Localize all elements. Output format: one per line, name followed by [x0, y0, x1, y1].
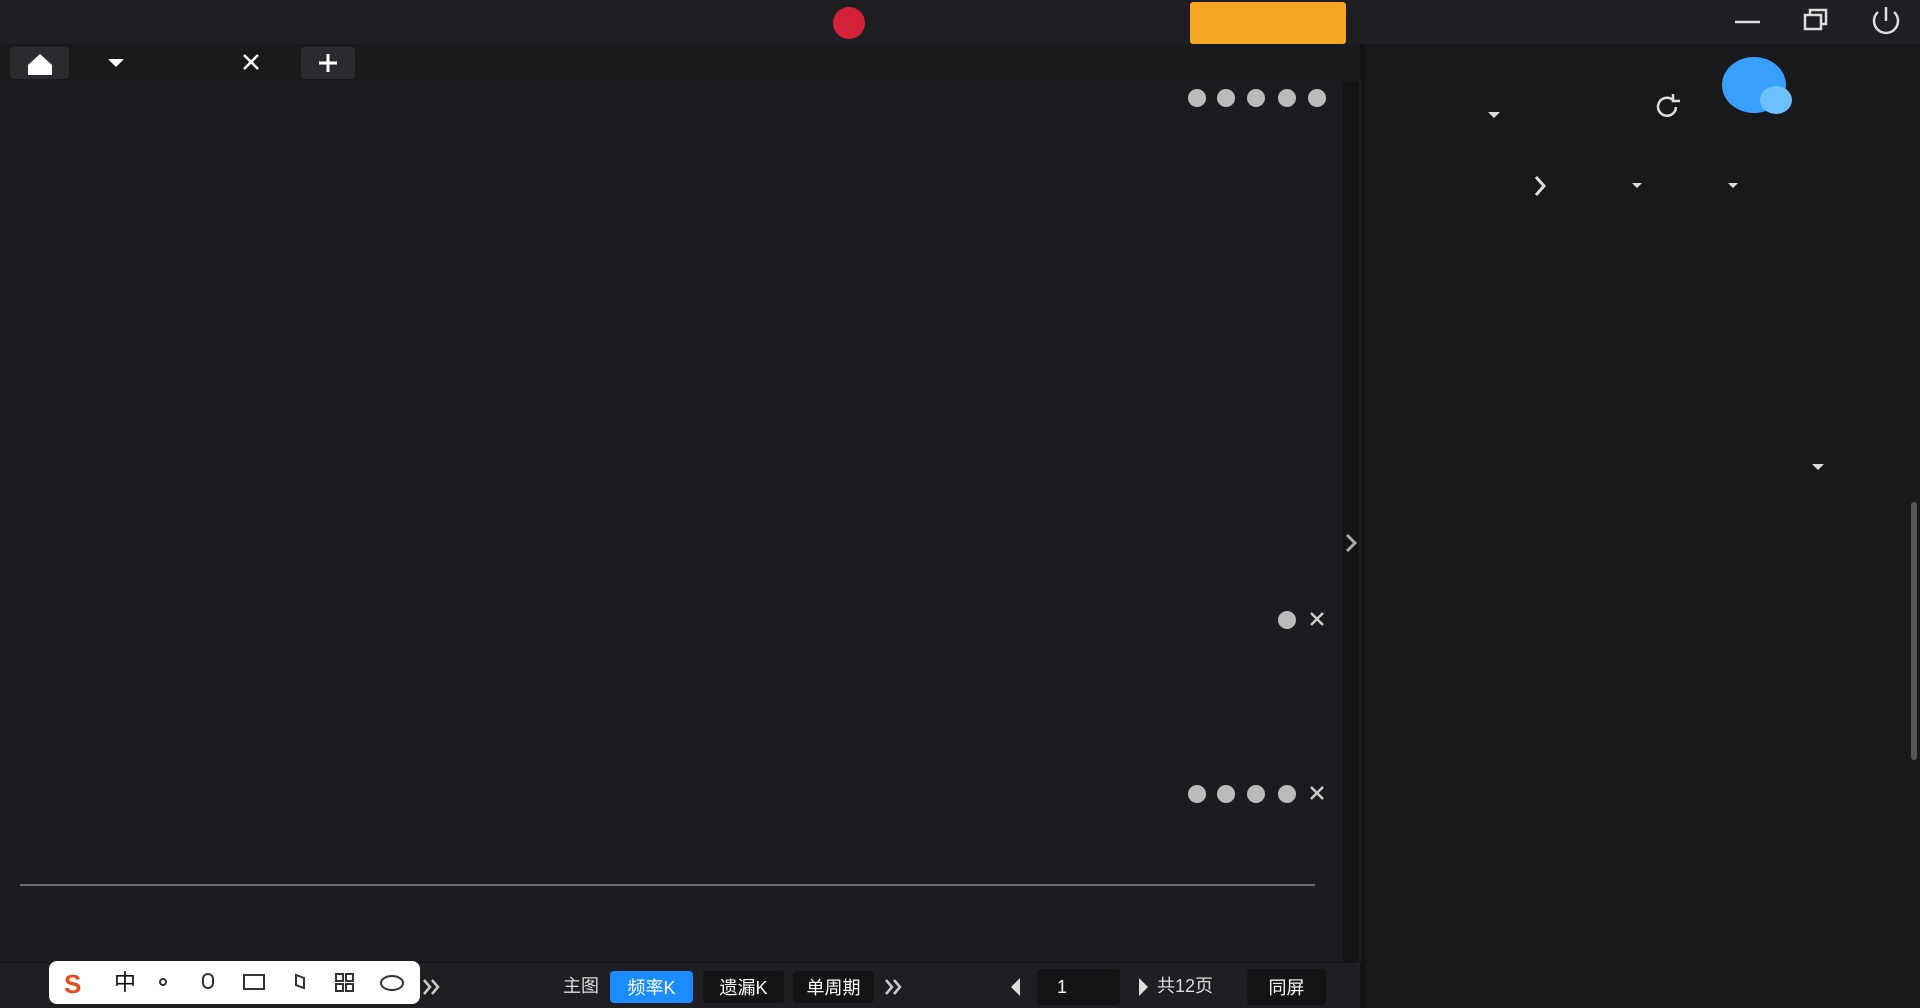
- mode-button[interactable]: 遗漏K: [703, 971, 784, 1003]
- nav-arrows[interactable]: [423, 979, 902, 995]
- invite-bg: [1190, 2, 1346, 44]
- app-logo: [833, 7, 865, 39]
- numbers-chevron[interactable]: [1534, 176, 1547, 196]
- main-chart-label: 主图: [563, 976, 599, 996]
- page-select[interactable]: 1: [1037, 969, 1120, 1005]
- ime-text[interactable]: 中: [114, 970, 137, 995]
- tab-close[interactable]: [243, 54, 259, 70]
- ime-logo: S: [64, 969, 81, 999]
- right-panel: [1365, 44, 1920, 1008]
- same-screen-button[interactable]: 同屏: [1247, 969, 1326, 1005]
- home-icon: [28, 54, 52, 75]
- tab-bar: [0, 44, 1360, 82]
- scrollbar[interactable]: [1911, 502, 1917, 760]
- menu-bar: [0, 0, 1920, 44]
- panel-close[interactable]: [1310, 612, 1324, 800]
- plus-icon: [319, 54, 337, 72]
- chat-icon-small: [1760, 86, 1792, 114]
- mode-button[interactable]: 单周期: [793, 971, 874, 1003]
- ime-icons[interactable]: [159, 973, 404, 992]
- page-total: 共12页: [1157, 976, 1214, 996]
- mode-button[interactable]: 频率K: [610, 971, 693, 1003]
- refresh-icon[interactable]: [1656, 94, 1680, 117]
- tab-dropdown: [108, 59, 124, 67]
- window-controls[interactable]: [1735, 7, 1900, 35]
- collapse-arrow[interactable]: [1345, 533, 1358, 553]
- left-panel: [0, 82, 1343, 962]
- chart-tools[interactable]: [1188, 89, 1326, 803]
- ime-toolbar[interactable]: [49, 961, 420, 1004]
